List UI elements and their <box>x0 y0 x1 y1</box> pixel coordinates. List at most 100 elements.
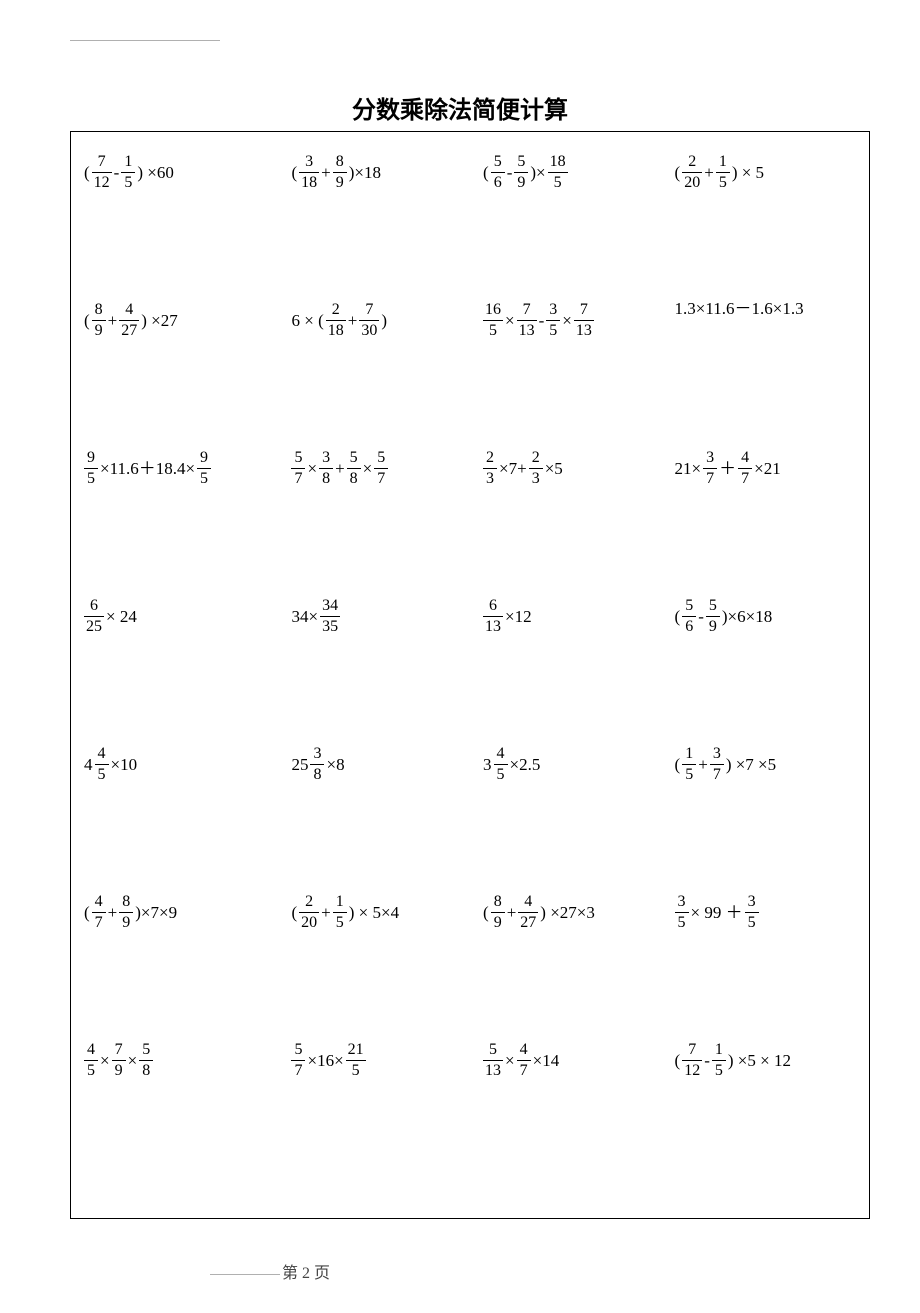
worksheet-cell: (56-59)×6×18 <box>662 586 869 637</box>
expr-text: - <box>507 164 513 181</box>
expr-text: + <box>348 312 358 329</box>
fraction: 427 <box>518 892 538 933</box>
worksheet-cell: (89+427) ×27×3 <box>470 882 662 933</box>
math-expression: 345×2.5 <box>482 744 541 785</box>
fraction: 57 <box>291 1040 305 1081</box>
expr-text: ×10 <box>111 756 138 773</box>
worksheet-cell: 95×11.6＋18.4×95 <box>71 438 278 489</box>
math-expression: 21×37＋47×21 <box>674 448 782 489</box>
math-expression: 34×3435 <box>290 596 341 637</box>
fraction: 220 <box>682 152 702 193</box>
fraction: 35 <box>546 300 560 341</box>
expr-text: ) ×7 ×5 <box>726 756 776 773</box>
worksheet-row: 45×79×5857×16×215513×47×14(712-15) ×5 × … <box>71 1030 869 1178</box>
expr-text: - <box>539 312 545 329</box>
expr-text: ×11.6＋18.4× <box>100 460 195 477</box>
expr-text: 3 <box>483 756 492 773</box>
math-expression: (712-15) ×60 <box>83 152 175 193</box>
math-expression: 445×10 <box>83 744 138 785</box>
fraction: 713 <box>517 300 537 341</box>
fraction: 712 <box>682 1040 702 1081</box>
worksheet-cell: 513×47×14 <box>470 1030 662 1081</box>
fraction: 513 <box>483 1040 503 1081</box>
expr-text: 25 <box>291 756 308 773</box>
expr-text: ( <box>84 164 90 181</box>
expr-text: ( <box>84 312 90 329</box>
expr-text: × <box>505 312 515 329</box>
expr-text: + <box>335 460 345 477</box>
worksheet-cell: (56-59)×185 <box>470 142 662 193</box>
expr-text: ×2.5 <box>510 756 541 773</box>
expr-text: ＋ <box>719 460 736 477</box>
worksheet-cell: (47+89)×7×9 <box>71 882 278 933</box>
expr-text: ( <box>483 164 489 181</box>
expr-text: + <box>321 164 331 181</box>
footer-divider <box>210 1274 280 1275</box>
expr-text: )×7×9 <box>135 904 177 921</box>
math-expression: (220+15) × 5×4 <box>290 892 400 933</box>
fraction: 47 <box>738 448 752 489</box>
math-expression: 57×38+58×57 <box>290 448 389 489</box>
math-expression: 95×11.6＋18.4×95 <box>83 448 212 489</box>
worksheet-row: 445×102538×8345×2.5(15+37) ×7 ×5 <box>71 734 869 882</box>
worksheet-cell: 23×7+23×5 <box>470 438 662 489</box>
fraction: 58 <box>139 1040 153 1081</box>
math-expression: 613×12 <box>482 596 533 637</box>
expr-text: × 24 <box>106 608 137 625</box>
page-footer: 第 2 页 <box>60 1259 860 1283</box>
fraction: 89 <box>92 300 106 341</box>
fraction: 89 <box>119 892 133 933</box>
fraction: 625 <box>84 596 104 637</box>
fraction: 730 <box>359 300 379 341</box>
expr-text: ×16× <box>307 1052 343 1069</box>
page-number: 第 2 页 <box>282 1265 330 1282</box>
expr-text: ( <box>84 904 90 921</box>
worksheet-cell: (15+37) ×7 ×5 <box>662 734 869 785</box>
worksheet-cell: 6 × (218+730) <box>278 290 470 341</box>
worksheet-cell: 345×2.5 <box>470 734 662 785</box>
math-expression: (712-15) ×5 × 12 <box>674 1040 792 1081</box>
expr-text: - <box>698 608 704 625</box>
fraction: 79 <box>112 1040 126 1081</box>
math-expression: 35× 99 ＋35 <box>674 892 760 933</box>
fraction: 47 <box>92 892 106 933</box>
fraction: 56 <box>682 596 696 637</box>
expr-text: )×6×18 <box>722 608 772 625</box>
fraction: 89 <box>491 892 505 933</box>
expr-text: × 99 ＋ <box>691 904 743 921</box>
worksheet-cell: (712-15) ×60 <box>71 142 278 193</box>
expr-text: ( <box>675 164 681 181</box>
expr-text: × <box>505 1052 515 1069</box>
expr-text: 6 × ( <box>291 312 323 329</box>
fraction: 15 <box>712 1040 726 1081</box>
expr-text: ) ×60 <box>137 164 174 181</box>
math-expression: 165×713-35×713 <box>482 300 595 341</box>
fraction: 15 <box>682 744 696 785</box>
worksheet-row: 625 × 24 34×3435 613×12 (56-59)×6×18 <box>71 586 869 734</box>
expr-text: ( <box>483 904 489 921</box>
worksheet-cell: 613×12 <box>470 586 662 637</box>
fraction: 23 <box>529 448 543 489</box>
expr-text: - <box>114 164 120 181</box>
fraction: 58 <box>347 448 361 489</box>
expr-text: ×7+ <box>499 460 527 477</box>
expr-text: ×21 <box>754 460 781 477</box>
worksheet-cell: 445×10 <box>71 734 278 785</box>
worksheet-row: (89+427) ×276 × (218+730)165×713-35×7131… <box>71 290 869 438</box>
expr-text: ( <box>675 1052 681 1069</box>
fraction: 57 <box>374 448 388 489</box>
fraction: 35 <box>745 892 759 933</box>
fraction: 318 <box>299 152 319 193</box>
page-container: 分数乘除法简便计算 (712-15) ×60(318+89)×18(56-59)… <box>0 0 920 1313</box>
math-expression: 625 × 24 <box>83 596 138 637</box>
fraction: 59 <box>706 596 720 637</box>
expr-text: ) ×27×3 <box>540 904 595 921</box>
fraction: 15 <box>121 152 135 193</box>
expr-text: ) × 5 <box>732 164 764 181</box>
math-expression: (47+89)×7×9 <box>83 892 178 933</box>
worksheet-cell: 1.3×11.6－1.6×1.3 <box>662 290 869 317</box>
worksheet-cell: (220+15) × 5×4 <box>278 882 470 933</box>
worksheet-row: 95×11.6＋18.4×95 57×38+58×57 23×7+23×5 21×37… <box>71 438 869 586</box>
worksheet-row: (712-15) ×60(318+89)×18(56-59)×185(220+1… <box>71 142 869 290</box>
expr-text: ×8 <box>326 756 344 773</box>
